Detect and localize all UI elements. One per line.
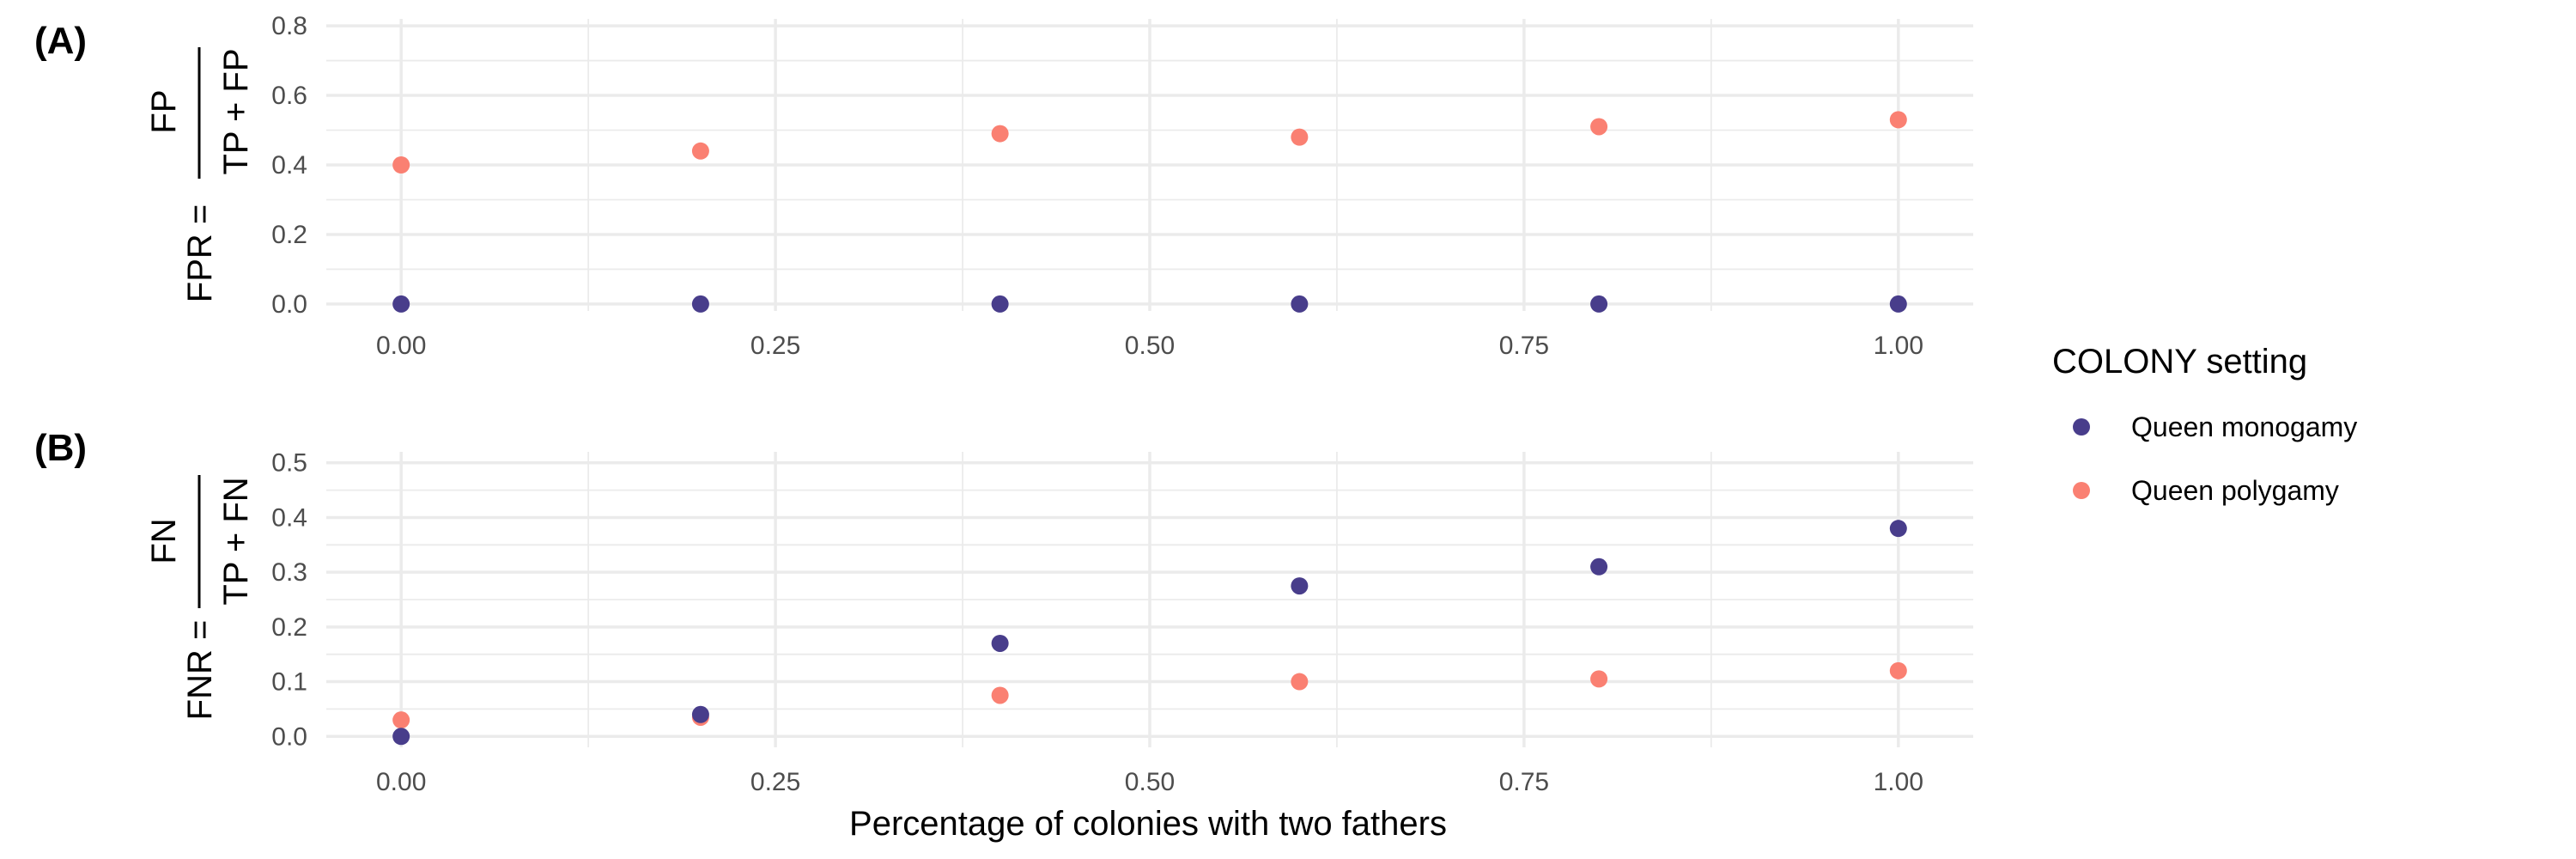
- panel-b-x-tick-label: 1.00: [1874, 768, 1923, 796]
- panel-b-point-queen-monogamy: [991, 634, 1009, 652]
- panel-b-x-tick-labels: 0.00 0.25 0.50 0.75 1.00: [376, 768, 1923, 796]
- legend-key-queen-monogamy: [2073, 418, 2090, 436]
- panel-b-label: (B): [34, 427, 87, 469]
- panel-b-y-tick-label: 0.4: [271, 503, 307, 532]
- legend-item-queen-monogamy: Queen monogamy: [2073, 411, 2357, 442]
- panel-a-x-tick-label: 0.00: [376, 332, 426, 360]
- panel-a-y-tick-label: 0.6: [271, 82, 307, 110]
- panel-a-y-tick-label: 0.2: [271, 221, 307, 249]
- panel-b-point-queen-polygamy: [1889, 661, 1907, 679]
- panel-b: (B) FNR = FN TP + FN 0.00.10.20.30.40.5 …: [34, 427, 1973, 796]
- panel-b-point-queen-polygamy: [392, 711, 410, 729]
- panel-b-point-queen-polygamy: [1590, 670, 1608, 688]
- panel-b-point-queen-monogamy: [1590, 557, 1608, 576]
- panel-b-y-tick-label: 0.2: [271, 613, 307, 642]
- panel-b-y-tick-label: 0.3: [271, 558, 307, 587]
- panel-b-y-tick-label: 0.5: [271, 449, 307, 478]
- panel-a-point-queen-polygamy: [1889, 111, 1907, 129]
- panel-b-y-axis-title: FNR = FN TP + FN: [145, 475, 255, 720]
- panel-b-grid: [326, 452, 1973, 747]
- panel-b-ylabel-lhs: FNR =: [181, 620, 219, 721]
- panel-a-point-queen-polygamy: [691, 142, 709, 160]
- panel-a-y-axis-title: FPR = FP TP + FP: [145, 47, 255, 302]
- panel-b-y-tick-label: 0.0: [271, 722, 307, 751]
- panel-a-ylabel-denominator: TP + FP: [217, 48, 255, 174]
- panel-b-point-queen-monogamy: [1291, 577, 1309, 595]
- legend-item-queen-polygamy: Queen polygamy: [2073, 475, 2339, 506]
- panel-a-point-queen-polygamy: [1291, 128, 1309, 146]
- panel-b-ylabel-numerator: FN: [145, 518, 183, 564]
- panel-a-y-tick-labels: 0.0 0.2 0.4 0.6 0.8: [271, 12, 307, 319]
- panel-a-x-tick-label: 1.00: [1874, 332, 1923, 360]
- panel-a-x-tick-label: 0.75: [1499, 332, 1549, 360]
- panel-b-points: [392, 520, 1907, 746]
- panel-a-point-queen-polygamy: [392, 156, 410, 174]
- panel-b-y-tick-label: 0.1: [271, 668, 307, 697]
- legend-key-queen-polygamy: [2073, 482, 2090, 499]
- panel-a-grid: [326, 19, 1973, 311]
- panel-a-ylabel-lhs: FPR =: [181, 204, 219, 302]
- panel-a-x-tick-label: 0.50: [1125, 332, 1175, 360]
- panel-b-point-queen-monogamy: [1889, 520, 1907, 538]
- panel-b-point-queen-polygamy: [1291, 673, 1309, 691]
- panel-a-y-tick-label: 0.0: [271, 290, 307, 319]
- panel-a-point-queen-monogamy: [392, 295, 410, 313]
- panel-a-points: [392, 111, 1907, 313]
- legend-title: COLONY setting: [2052, 343, 2307, 381]
- panel-b-point-queen-monogamy: [392, 728, 410, 746]
- panel-a: (A) FPR = FP TP + FP 0.0 0.2 0.4 0.6 0.8 0.0…: [34, 12, 1973, 360]
- panel-b-point-queen-monogamy: [691, 705, 709, 723]
- legend: COLONY setting Queen monogamy Queen poly…: [2052, 343, 2357, 506]
- panel-a-x-tick-labels: 0.00 0.25 0.50 0.75 1.00: [376, 332, 1923, 360]
- panel-a-point-queen-monogamy: [691, 295, 709, 313]
- panel-b-x-tick-label: 0.50: [1125, 768, 1175, 796]
- panel-a-y-tick-label: 0.8: [271, 12, 307, 40]
- panel-a-label: (A): [34, 20, 87, 62]
- panel-b-point-queen-polygamy: [991, 686, 1009, 704]
- panel-a-point-queen-monogamy: [1889, 295, 1907, 313]
- panel-b-ylabel-denominator: TP + FN: [217, 477, 255, 605]
- x-axis-title: Percentage of colonies with two fathers: [849, 805, 1447, 843]
- panel-a-x-tick-label: 0.25: [750, 332, 800, 360]
- panel-a-point-queen-monogamy: [1590, 295, 1608, 313]
- panel-b-x-tick-label: 0.75: [1499, 768, 1549, 796]
- panel-b-y-tick-labels: 0.0 0.1 0.2 0.3 0.4 0.5: [271, 449, 307, 752]
- panel-a-y-tick-label: 0.4: [271, 151, 307, 180]
- panel-a-point-queen-polygamy: [1590, 118, 1608, 136]
- panel-a-ylabel-numerator: FP: [145, 89, 183, 133]
- panel-b-x-tick-label: 0.25: [750, 768, 800, 796]
- panel-b-x-tick-label: 0.00: [376, 768, 426, 796]
- legend-label-queen-monogamy: Queen monogamy: [2131, 411, 2357, 442]
- panel-a-point-queen-polygamy: [991, 125, 1009, 143]
- panel-a-point-queen-monogamy: [1291, 295, 1309, 313]
- legend-label-queen-polygamy: Queen polygamy: [2131, 475, 2339, 506]
- panel-a-point-queen-monogamy: [991, 295, 1009, 313]
